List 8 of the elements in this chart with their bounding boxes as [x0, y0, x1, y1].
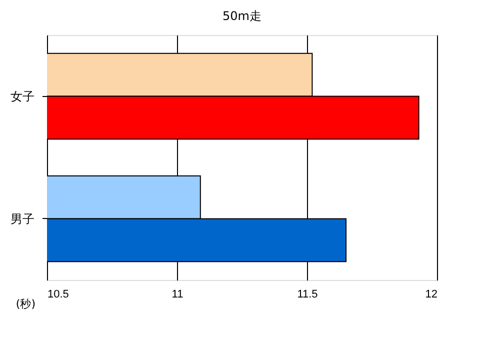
x-tick-label: 11 — [172, 288, 184, 300]
x-tick-label: 11.5 — [297, 288, 318, 300]
y-tick-label: 男子 — [10, 212, 34, 226]
x-tick-label: 12 — [425, 288, 438, 300]
chart-title: 50m走 — [222, 9, 262, 23]
x-tick-label: 10.5 — [48, 288, 69, 300]
x-axis-title: (秒) — [16, 298, 36, 310]
y-tick-label: 女子 — [10, 89, 34, 104]
